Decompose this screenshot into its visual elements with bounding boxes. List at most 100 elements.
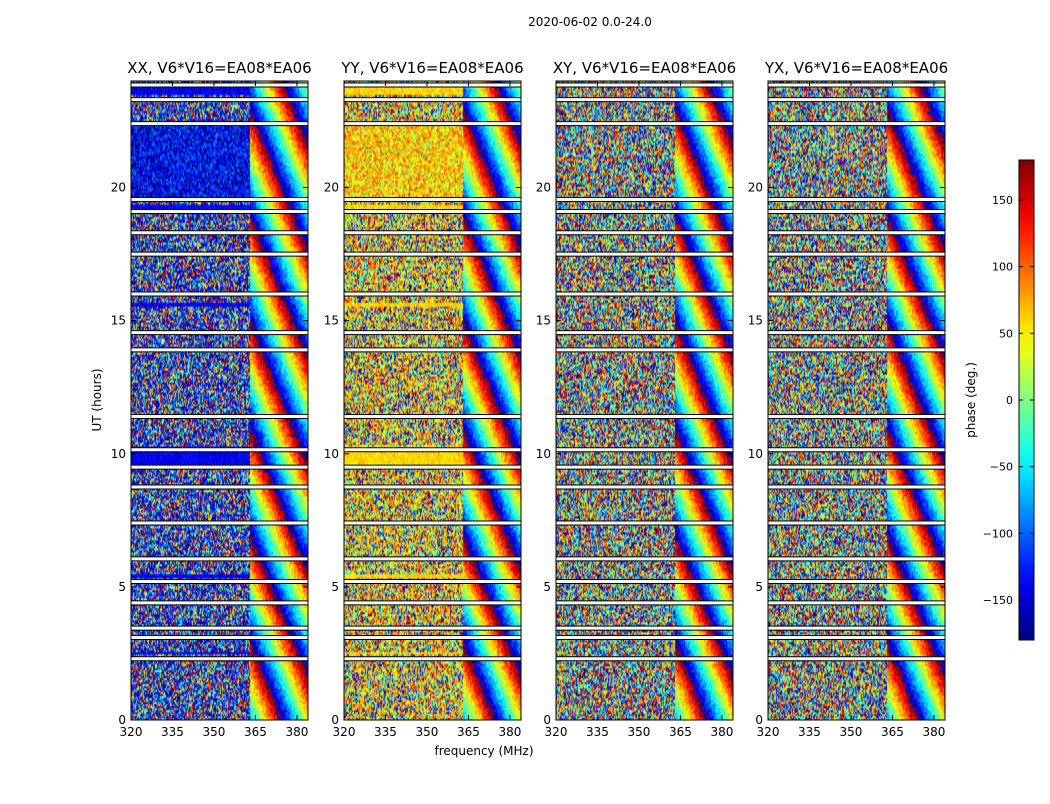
gap-row bbox=[131, 347, 308, 352]
gap-row bbox=[768, 414, 945, 419]
x-tick-label: 350 bbox=[416, 725, 439, 739]
colorbar: −150 −100 −50 0 50 100 150 phase (deg.) bbox=[964, 159, 1035, 641]
y-tick-label: 20 bbox=[324, 181, 339, 195]
x-tick-label: 320 bbox=[545, 725, 568, 739]
gap-row bbox=[344, 626, 521, 631]
x-tick-label: 365 bbox=[881, 725, 904, 739]
x-tick-label: 380 bbox=[710, 725, 733, 739]
gap-row bbox=[344, 252, 521, 257]
panel-yy: YY, V6*V16=EA08*EA06 320 335 350 365 380 0 5 10 1… bbox=[324, 59, 524, 739]
gap-row bbox=[344, 465, 521, 470]
x-tick-label: 350 bbox=[203, 725, 226, 739]
gap-row bbox=[344, 82, 521, 87]
gap-row bbox=[768, 579, 945, 584]
y-tick-label: 10 bbox=[748, 447, 763, 461]
gap-row bbox=[344, 292, 521, 296]
gap-row bbox=[768, 230, 945, 235]
gap-row bbox=[556, 230, 733, 235]
gap-row bbox=[131, 252, 308, 257]
y-tick-label: 0 bbox=[118, 713, 126, 727]
gap-row bbox=[768, 626, 945, 631]
gap-row bbox=[768, 292, 945, 296]
y-tick-label: 5 bbox=[543, 580, 551, 594]
gap-row bbox=[344, 197, 521, 202]
gap-row bbox=[131, 121, 308, 126]
gap-row bbox=[556, 447, 733, 452]
gap-row bbox=[556, 656, 733, 661]
gap-row bbox=[131, 230, 308, 235]
gap-row bbox=[556, 635, 733, 640]
gap-row bbox=[344, 600, 521, 605]
colorbar-tick-label: −100 bbox=[983, 527, 1013, 540]
y-tick-label: 5 bbox=[118, 580, 126, 594]
gap-row bbox=[768, 197, 945, 202]
x-tick-label: 380 bbox=[922, 725, 945, 739]
gap-row bbox=[131, 209, 308, 214]
gap-row bbox=[768, 520, 945, 525]
x-tick-label: 380 bbox=[498, 725, 521, 739]
gap-row bbox=[556, 330, 733, 335]
panels-group: XX, V6*V16=EA08*EA06 320 335 350 365 380 0 5 10 1… bbox=[111, 59, 948, 739]
gap-row bbox=[344, 447, 521, 452]
panel-xy: XY, V6*V16=EA08*EA06 320 335 350 365 380 0 5 10 1… bbox=[536, 59, 736, 739]
gap-row bbox=[556, 121, 733, 126]
gap-row bbox=[131, 447, 308, 452]
y-tick-label: 5 bbox=[755, 580, 763, 594]
y-tick-label: 5 bbox=[331, 580, 339, 594]
colorbar-label: phase (deg.) bbox=[964, 362, 978, 438]
panel-frame bbox=[343, 80, 522, 721]
gap-row bbox=[344, 635, 521, 640]
x-tick-label: 365 bbox=[669, 725, 692, 739]
x-tick-label: 335 bbox=[161, 725, 184, 739]
panel-yx: YX, V6*V16=EA08*EA06 320 335 350 365 380 0 5 10 1… bbox=[748, 59, 948, 739]
x-tick-label: 365 bbox=[244, 725, 267, 739]
gap-row bbox=[131, 600, 308, 605]
gap-row bbox=[344, 414, 521, 419]
gap-row bbox=[556, 252, 733, 257]
x-tick-label: 320 bbox=[757, 725, 780, 739]
x-tick-label: 350 bbox=[628, 725, 651, 739]
y-tick-label: 20 bbox=[111, 181, 126, 195]
heatmap-image bbox=[556, 81, 733, 720]
y-tick-label: 20 bbox=[536, 181, 551, 195]
gap-row bbox=[131, 330, 308, 335]
gap-row bbox=[131, 82, 308, 87]
colorbar-tick-label: 50 bbox=[999, 327, 1013, 340]
x-tick-label: 380 bbox=[285, 725, 308, 739]
gap-row bbox=[556, 209, 733, 214]
colorbar-tick-label: −50 bbox=[990, 461, 1013, 474]
y-tick-label: 15 bbox=[324, 314, 339, 328]
x-tick-label: 320 bbox=[333, 725, 356, 739]
gap-row bbox=[344, 656, 521, 661]
gap-row bbox=[556, 82, 733, 87]
gap-row bbox=[131, 465, 308, 470]
x-tick-label: 335 bbox=[798, 725, 821, 739]
gap-row bbox=[556, 347, 733, 352]
gap-row bbox=[131, 292, 308, 296]
gap-row bbox=[768, 209, 945, 214]
gap-row bbox=[131, 485, 308, 490]
panel-frame bbox=[767, 80, 946, 721]
x-tick-label: 365 bbox=[457, 725, 480, 739]
gap-row bbox=[344, 579, 521, 584]
x-tick-label: 320 bbox=[120, 725, 143, 739]
y-axis-label: UT (hours) bbox=[90, 368, 104, 431]
y-tick-label: 10 bbox=[111, 447, 126, 461]
gap-row bbox=[768, 82, 945, 87]
y-tick-label: 15 bbox=[536, 314, 551, 328]
colorbar-tick-label: −150 bbox=[983, 594, 1013, 607]
gap-row bbox=[344, 209, 521, 214]
gap-row bbox=[768, 556, 945, 561]
gap-row bbox=[768, 600, 945, 605]
gap-row bbox=[344, 347, 521, 352]
y-tick-label: 10 bbox=[324, 447, 339, 461]
gap-row bbox=[556, 626, 733, 631]
gap-row bbox=[131, 635, 308, 640]
gap-row bbox=[131, 520, 308, 525]
gap-row bbox=[344, 97, 521, 102]
gap-row bbox=[556, 465, 733, 470]
gap-row bbox=[556, 485, 733, 490]
gap-row bbox=[556, 600, 733, 605]
